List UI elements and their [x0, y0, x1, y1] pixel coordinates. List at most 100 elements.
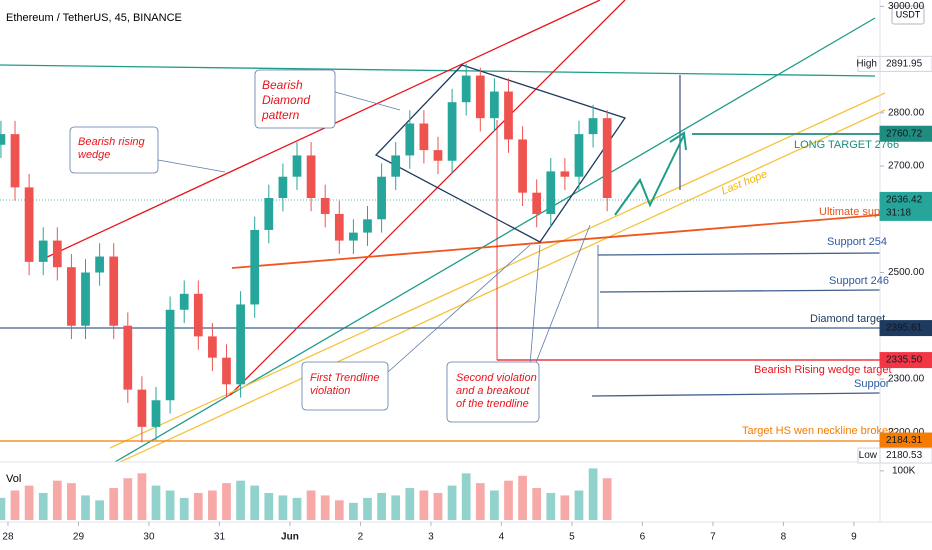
- candle-body: [137, 389, 147, 427]
- annotation-line: Bearish: [262, 78, 303, 92]
- level-line: [591, 392, 881, 397]
- annotation: Suppor: [854, 378, 890, 390]
- volume-bar: [67, 483, 76, 520]
- annotation: Second violation and a breakout of the tre…: [456, 372, 537, 410]
- x-tick-label: Jun: [281, 532, 299, 543]
- trendline: [229, 0, 626, 396]
- price-marker-label: 2184.31: [886, 435, 923, 446]
- volume-bar: [546, 492, 556, 520]
- candle-body: [24, 187, 34, 262]
- price-marker: [879, 191, 932, 221]
- currency-box: [891, 5, 925, 25]
- trendline: [44, 0, 601, 259]
- volume-bar: [24, 485, 34, 520]
- annotation-line: First Trendline: [310, 372, 379, 384]
- candle-body: [208, 336, 217, 358]
- volume-bar: [123, 478, 133, 520]
- candle-body: [504, 91, 513, 140]
- volume-bar: [405, 488, 415, 520]
- candle-body: [433, 150, 443, 161]
- candle-body: [574, 134, 584, 177]
- y-tick-label: 2500.00: [888, 267, 925, 278]
- annotation-line: Diamond: [262, 93, 310, 107]
- volume-title: Vol: [6, 473, 21, 485]
- candle-body: [447, 102, 457, 161]
- candle-body: [151, 400, 161, 427]
- volume-bar: [518, 475, 527, 520]
- volume-bar: [179, 497, 189, 520]
- volume-bar: [588, 468, 598, 520]
- candle-body: [38, 240, 48, 262]
- candle-body: [475, 75, 485, 119]
- candle-body: [532, 192, 542, 214]
- candle-body: [179, 293, 189, 310]
- candle-body: [165, 309, 175, 401]
- volume-bar: [250, 485, 260, 520]
- x-tick-label: 30: [143, 532, 155, 543]
- volume-bar: [165, 490, 175, 520]
- trendline: [231, 214, 881, 269]
- volume-bar: [320, 495, 330, 520]
- trendline: [0, 64, 876, 77]
- arrow-head: [669, 131, 687, 151]
- candle-body: [222, 357, 231, 385]
- annotation-line: and a breakout: [456, 385, 530, 397]
- candle-body: [377, 176, 386, 220]
- x-tick-label: 4: [499, 532, 505, 543]
- volume-tick-label: 100K: [892, 465, 916, 476]
- price-marker: [879, 352, 932, 369]
- x-tick-label: 2: [358, 532, 364, 543]
- annotation: Target HS wen neckline broken: [742, 425, 894, 437]
- price-marker: [879, 125, 932, 142]
- annotation: First Trendline violation: [310, 372, 379, 397]
- price-marker-label: 2891.95: [886, 59, 923, 70]
- annotation: Support 254: [827, 236, 887, 248]
- annotation: Ultimate suppo: [819, 206, 892, 218]
- candle-body: [560, 171, 570, 177]
- price-marker-label: 2335.50: [886, 355, 923, 366]
- candle-body: [363, 219, 372, 233]
- volume-bar: [151, 485, 161, 520]
- volume-bar: [236, 480, 245, 520]
- x-tick-label: 3: [428, 532, 434, 543]
- volume-bar: [419, 490, 429, 520]
- candle-body: [588, 118, 598, 135]
- price-marker-tag: [857, 55, 881, 72]
- candle-body: [490, 91, 499, 119]
- volume-bar: [560, 495, 570, 520]
- price-marker-label: 2760.72: [886, 128, 923, 139]
- annotations: Bearish rising wedge Bearish Diamond patter…: [78, 78, 899, 437]
- volume-bar: [349, 502, 358, 520]
- candle-body: [81, 272, 90, 326]
- candle-body: [334, 213, 344, 241]
- volume-bar: [10, 490, 20, 520]
- volume-bar: [447, 485, 457, 520]
- annotation: Bearish Rising wedge target: [754, 364, 892, 376]
- annotation-line: Second violation: [456, 372, 537, 384]
- volume-bar: [95, 500, 104, 520]
- volume-bar: [109, 488, 119, 520]
- candle-body: [52, 240, 62, 268]
- y-tick-label: 2700.00: [888, 161, 925, 172]
- volume-bar: [490, 490, 499, 520]
- candle-body: [109, 256, 119, 326]
- volume-bar: [81, 495, 90, 520]
- candle-body: [10, 134, 20, 188]
- price-marker: [879, 320, 932, 337]
- x-tick-label: 28: [2, 532, 14, 543]
- marks: [0, 63, 612, 520]
- volume-bar: [504, 480, 513, 520]
- volume-bar: [306, 490, 316, 520]
- price-marker-label: 2636.42: [886, 195, 923, 206]
- level-line: [599, 289, 881, 293]
- currency: USDT: [896, 9, 921, 19]
- volume-bar: [278, 495, 288, 520]
- volume-bar: [222, 483, 231, 520]
- candle-body: [602, 118, 612, 198]
- symbol: Ethereum / TetherUS, 45, BINANCE: [6, 12, 182, 24]
- price-countdown: 31:18: [886, 208, 911, 219]
- annotation-line: of the trendline: [456, 398, 529, 410]
- x-tick-label: 29: [73, 532, 85, 543]
- candle-body: [391, 155, 401, 177]
- candle-body: [193, 293, 203, 337]
